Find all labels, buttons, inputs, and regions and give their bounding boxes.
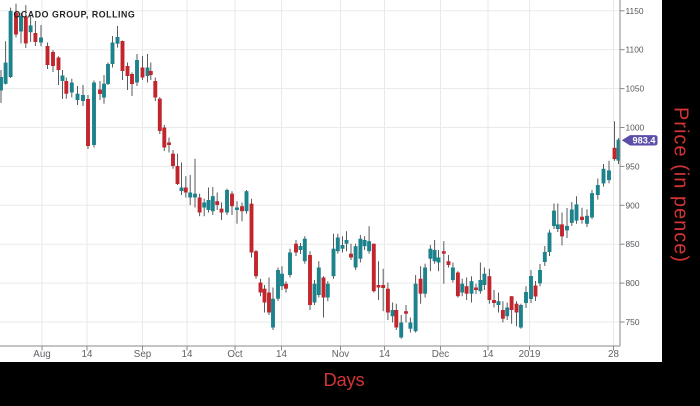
svg-text:Oct: Oct [227, 349, 243, 360]
svg-text:1150: 1150 [626, 6, 644, 16]
svg-text:28: 28 [608, 349, 619, 360]
svg-text:800: 800 [626, 278, 640, 288]
svg-text:Dec: Dec [432, 349, 450, 360]
svg-text:Sep: Sep [134, 349, 152, 360]
svg-text:950: 950 [626, 161, 640, 171]
svg-text:Price (in pence): Price (in pence) [670, 107, 692, 263]
svg-text:14: 14 [379, 349, 390, 360]
svg-text:850: 850 [626, 239, 640, 249]
svg-text:Aug: Aug [33, 349, 50, 360]
svg-text:Nov: Nov [332, 349, 350, 360]
svg-text:14: 14 [276, 349, 287, 360]
svg-text:750: 750 [626, 317, 640, 327]
svg-text:1000: 1000 [626, 123, 645, 133]
svg-text:14: 14 [483, 349, 494, 360]
svg-text:Days: Days [323, 369, 364, 390]
svg-text:2019: 2019 [519, 349, 541, 360]
svg-text:1100: 1100 [626, 45, 644, 55]
svg-text:14: 14 [82, 349, 93, 360]
svg-text:1050: 1050 [626, 84, 645, 94]
svg-text:OCADO GROUP, ROLLING: OCADO GROUP, ROLLING [14, 10, 136, 20]
svg-text:900: 900 [626, 200, 640, 210]
svg-text:983.4: 983.4 [633, 135, 657, 145]
svg-text:14: 14 [182, 349, 193, 360]
